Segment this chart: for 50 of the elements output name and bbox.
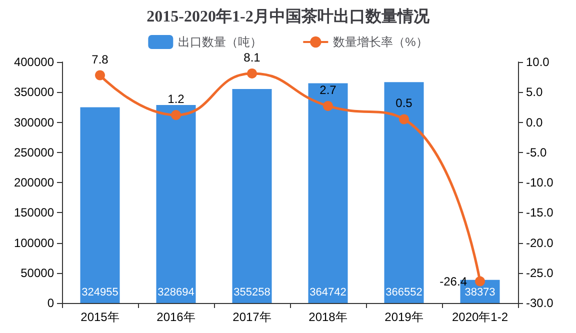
data-label: 328694	[158, 286, 194, 298]
data-label: 38373	[464, 286, 496, 298]
y2-tick-label: -20.0	[526, 236, 554, 250]
y2-tick-label: 5.0	[526, 85, 544, 100]
y2-tick-label: 10.0	[526, 55, 550, 69]
y-tick-label: 150000	[14, 206, 54, 220]
bar	[80, 107, 120, 303]
x-tick-label: 2016年	[156, 310, 196, 324]
y-tick-label: 50000	[20, 266, 54, 280]
data-label: -26.4	[440, 274, 468, 288]
data-label: 2.7	[320, 82, 337, 97]
x-tick-label: 2015年	[80, 310, 120, 324]
y-tick-label: 100000	[14, 236, 54, 250]
point	[171, 110, 181, 120]
legend-label: 数量增长率（%）	[333, 35, 428, 49]
y-tick-label: 350000	[14, 85, 54, 100]
x-tick-label: 2020年1-2	[452, 310, 508, 324]
y-tick-label: 0	[47, 296, 54, 310]
y-tick-label: 300000	[14, 115, 54, 130]
bar	[232, 88, 272, 303]
y2-tick-label: -30.0	[526, 296, 554, 310]
point	[95, 70, 105, 80]
y-tick-label: 200000	[14, 176, 54, 190]
data-label: 366552	[386, 286, 422, 298]
y2-tick-label: 0.0	[526, 115, 544, 130]
data-label: 7.8	[92, 52, 109, 66]
legend-label: 出口数量（吨）	[178, 35, 262, 49]
bar	[384, 82, 424, 303]
y2-tick-label: -15.0	[526, 206, 554, 220]
x-tick-label: 2019年	[384, 310, 424, 324]
y2-tick-label: -10.0	[526, 176, 554, 190]
point	[323, 100, 333, 111]
data-label: 324955	[82, 286, 118, 298]
chart-title: 2015-2020年1-2月中国茶叶出口数量情况	[146, 8, 430, 26]
y2-tick-label: -25.0	[526, 266, 554, 280]
bar	[308, 83, 348, 303]
data-label: 8.1	[244, 50, 261, 64]
point	[247, 68, 257, 78]
bar	[156, 104, 196, 303]
data-label: 0.5	[396, 96, 413, 110]
y-tick-label: 250000	[14, 145, 54, 160]
y2-tick-label: -5.0	[526, 145, 548, 160]
point	[475, 276, 485, 286]
y-tick-label: 400000	[14, 55, 54, 69]
data-label: 364742	[310, 286, 346, 298]
data-label: 355258	[234, 286, 270, 298]
data-label: 1.2	[168, 92, 185, 106]
x-tick-label: 2017年	[232, 310, 272, 324]
point	[399, 114, 409, 124]
x-tick-label: 2018年	[308, 310, 348, 324]
